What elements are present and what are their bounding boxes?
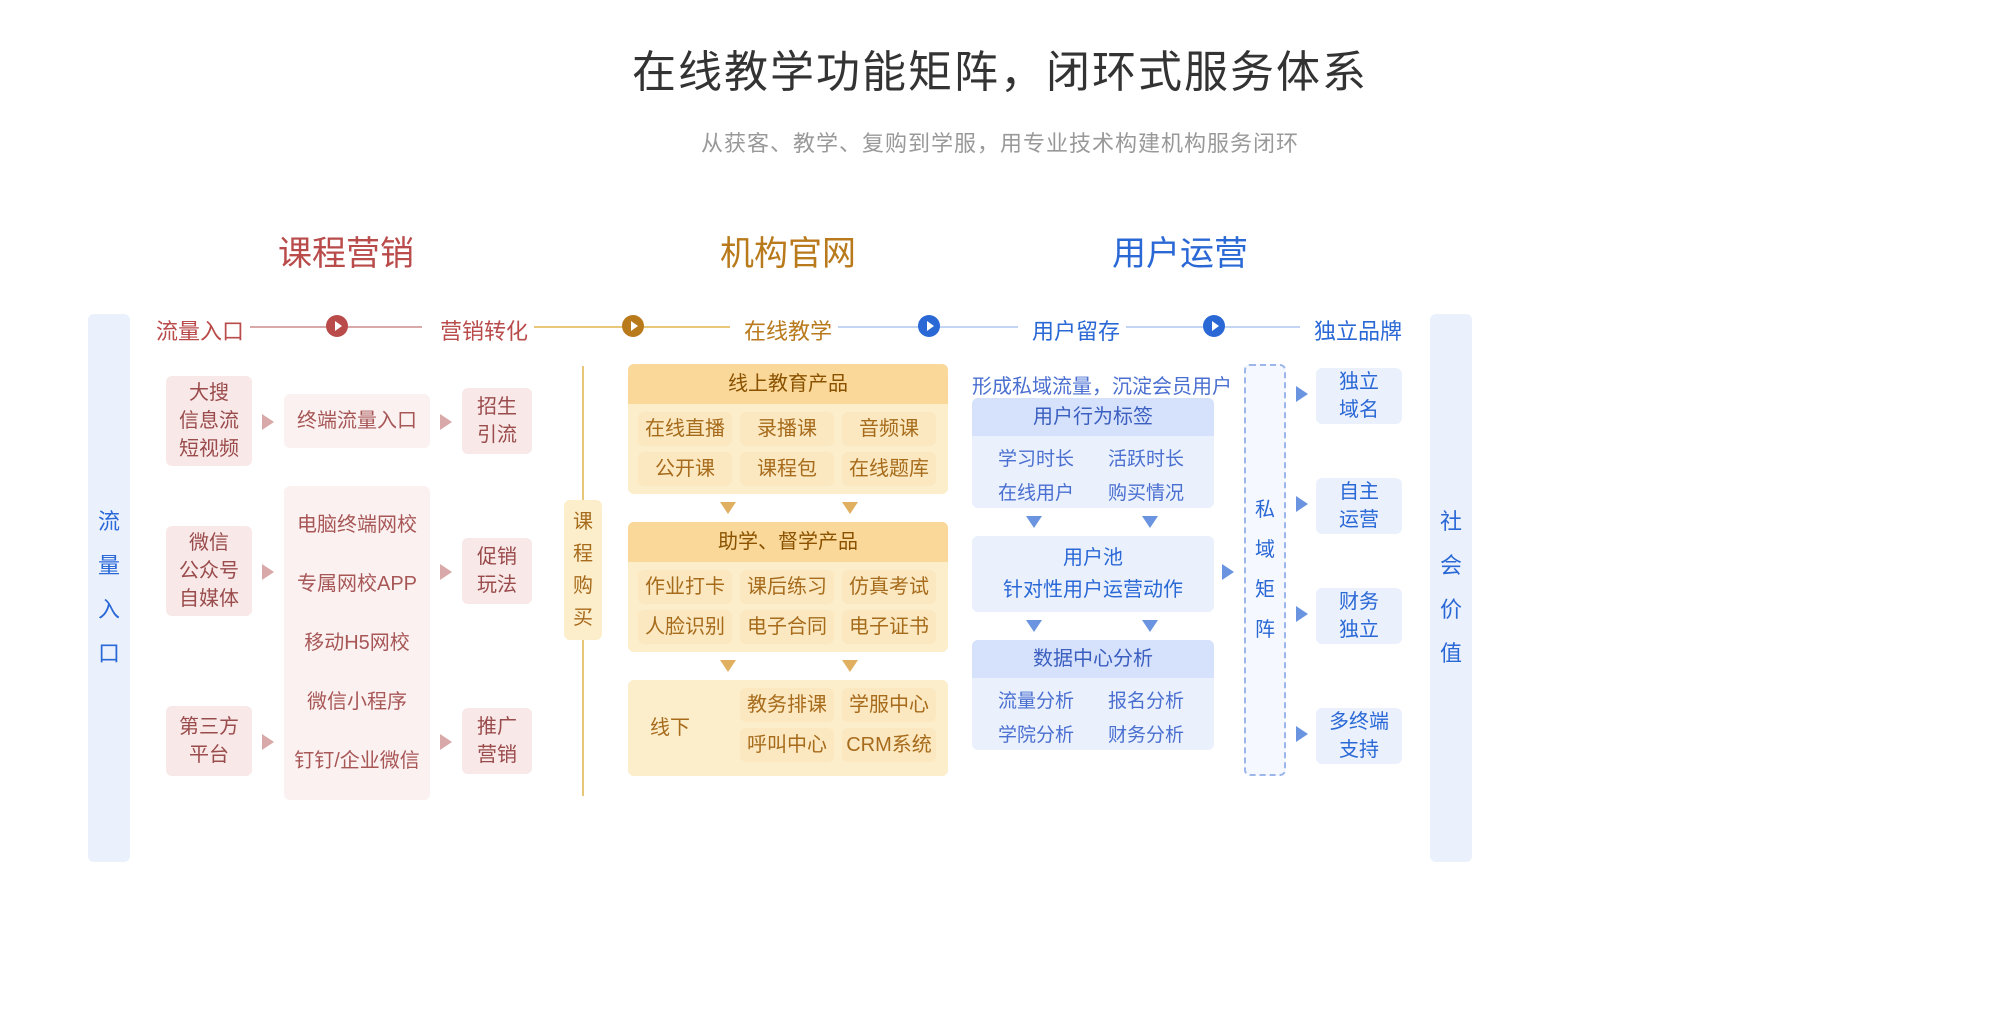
source-search: 大搜 信息流 短视频: [166, 376, 252, 466]
chip-practice: 课后练习: [740, 570, 834, 604]
arrow-brand-4: [1296, 726, 1308, 742]
arrow-ops-d1a: [1026, 516, 1042, 528]
section-marketing: 课程营销: [278, 226, 414, 275]
terminal-app: 专属网校APP: [297, 570, 417, 598]
chip-exam: 仿真考试: [842, 570, 936, 604]
brand-finance: 财务 独立: [1316, 588, 1402, 644]
left-bar-traffic-entry: 流量入口: [88, 314, 130, 862]
arrow-ops-r: [1222, 564, 1234, 580]
arrow-ops-d2a: [1026, 620, 1042, 632]
chip-service: 学服中心: [842, 688, 936, 722]
tag-active-time: 活跃时长: [1108, 444, 1184, 471]
subheader-brand: 独立品牌: [1314, 314, 1402, 346]
terminal-list: 电脑终端网校 专属网校APP 移动H5网校 微信小程序 钉钉/企业微信: [284, 486, 430, 800]
arrow-brand-3: [1296, 606, 1308, 622]
play-icon-1: [326, 315, 348, 337]
section-operations: 用户运营: [1112, 226, 1248, 275]
section-website: 机构官网: [720, 226, 856, 275]
terminal-dingtalk: 钉钉/企业微信: [294, 747, 420, 775]
tag-finance-analysis: 财务分析: [1108, 720, 1184, 747]
main-title: 在线教学功能矩阵，闭环式服务体系: [0, 36, 2000, 100]
terminal-miniprogram: 微信小程序: [307, 688, 407, 716]
offline-label: 线下: [650, 714, 690, 742]
chip-contract: 电子合同: [740, 610, 834, 644]
brand-multiterm: 多终端 支持: [1316, 708, 1402, 764]
subheader-conversion: 营销转化: [440, 314, 528, 346]
chip-crm: CRM系统: [842, 728, 936, 762]
play-icon-3: [918, 315, 940, 337]
chip-call: 呼叫中心: [740, 728, 834, 762]
source-thirdparty: 第三方 平台: [166, 706, 252, 776]
arrow-teach-d1b: [842, 502, 858, 514]
arrow-teach-d2b: [842, 660, 858, 672]
chip-homework: 作业打卡: [638, 570, 732, 604]
subheader-traffic: 流量入口: [156, 314, 244, 346]
tag-traffic-analysis: 流量分析: [998, 686, 1074, 713]
brand-domain: 独立 域名: [1316, 368, 1402, 424]
arrow-brand-1: [1296, 386, 1308, 402]
terminal-entry: 终端流量入口: [284, 394, 430, 448]
chip-cert: 电子证书: [842, 610, 936, 644]
arrow-teach-d1a: [720, 502, 736, 514]
arrow-c2-c: [440, 734, 452, 750]
private-domain-bar: 私域矩阵: [1244, 364, 1286, 776]
chip-live: 在线直播: [638, 412, 732, 446]
subheader-row: 流量入口 营销转化 在线教学 用户留存 独立品牌: [0, 314, 2000, 344]
tag-signup-analysis: 报名分析: [1108, 686, 1184, 713]
arrow-ops-d2b: [1142, 620, 1158, 632]
pool-sub: 针对性用户运营动作: [1003, 574, 1183, 606]
terminal-pc: 电脑终端网校: [297, 511, 417, 539]
ops-head-1: 用户行为标签: [972, 398, 1214, 436]
chip-open: 公开课: [638, 452, 732, 486]
brand-selfop: 自主 运营: [1316, 478, 1402, 534]
tag-purchase: 购买情况: [1108, 478, 1184, 505]
pool-title: 用户池: [1063, 542, 1123, 574]
subheader-retention: 用户留存: [1032, 314, 1120, 346]
arrow-teach-d2a: [720, 660, 736, 672]
ops-caption: 形成私域流量，沉淀会员用户: [972, 370, 1232, 399]
convert-promo: 促销 玩法: [462, 538, 532, 604]
arrow-c1-a: [262, 414, 274, 430]
chip-package: 课程包: [740, 452, 834, 486]
arrow-c2-b: [440, 564, 452, 580]
arrow-c1-b: [262, 564, 274, 580]
subtitle: 从获客、教学、复购到学服，用专业技术构建机构服务闭环: [0, 126, 2000, 158]
chip-recorded: 录播课: [740, 412, 834, 446]
right-bar-social-value: 社会价值: [1430, 314, 1472, 862]
ops-head-2: 数据中心分析: [972, 640, 1214, 678]
chip-qbank: 在线题库: [842, 452, 936, 486]
convert-spread: 推广 营销: [462, 708, 532, 774]
tag-online-user: 在线用户: [998, 478, 1074, 505]
convert-recruit: 招生 引流: [462, 388, 532, 454]
ops-pool: 用户池 针对性用户运营动作: [972, 536, 1214, 612]
chip-audio: 音频课: [842, 412, 936, 446]
arrow-c2-a: [440, 414, 452, 430]
chip-face: 人脸识别: [638, 610, 732, 644]
arrow-ops-d1b: [1142, 516, 1158, 528]
terminal-h5: 移动H5网校: [304, 629, 410, 657]
tag-study-time: 学习时长: [998, 444, 1074, 471]
arrow-c1-c: [262, 734, 274, 750]
subheader-teaching: 在线教学: [744, 314, 832, 346]
source-wechat: 微信 公众号 自媒体: [166, 526, 252, 616]
study-products-head: 助学、督学产品: [628, 522, 948, 562]
course-purchase-bar: 课程购买: [564, 500, 602, 640]
online-products-head: 线上教育产品: [628, 364, 948, 404]
tag-school-analysis: 学院分析: [998, 720, 1074, 747]
play-icon-4: [1203, 315, 1225, 337]
chip-schedule: 教务排课: [740, 688, 834, 722]
arrow-brand-2: [1296, 496, 1308, 512]
play-icon-2: [622, 315, 644, 337]
